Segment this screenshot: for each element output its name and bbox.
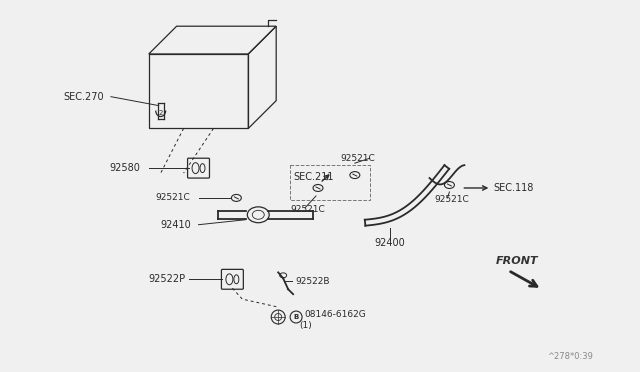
Text: 92521C: 92521C bbox=[435, 195, 469, 204]
Text: 2: 2 bbox=[159, 109, 163, 116]
Text: (1): (1) bbox=[300, 321, 312, 330]
Text: SEC.118: SEC.118 bbox=[493, 183, 534, 193]
Text: 08146-6162G: 08146-6162G bbox=[304, 310, 366, 318]
Text: SEC.211: SEC.211 bbox=[293, 172, 333, 182]
Text: B: B bbox=[294, 314, 299, 320]
Text: 92521C: 92521C bbox=[290, 205, 325, 214]
Text: 92522P: 92522P bbox=[148, 274, 186, 284]
Text: 92521C: 92521C bbox=[340, 154, 374, 163]
Text: 92410: 92410 bbox=[161, 220, 191, 230]
Text: 92521C: 92521C bbox=[156, 193, 191, 202]
Text: FRONT: FRONT bbox=[496, 256, 539, 266]
Text: SEC.270: SEC.270 bbox=[63, 92, 104, 102]
Text: 92580: 92580 bbox=[109, 163, 140, 173]
Text: ^278*0:39: ^278*0:39 bbox=[547, 352, 593, 361]
Text: 92400: 92400 bbox=[375, 238, 406, 248]
Text: 92522B: 92522B bbox=[295, 277, 330, 286]
